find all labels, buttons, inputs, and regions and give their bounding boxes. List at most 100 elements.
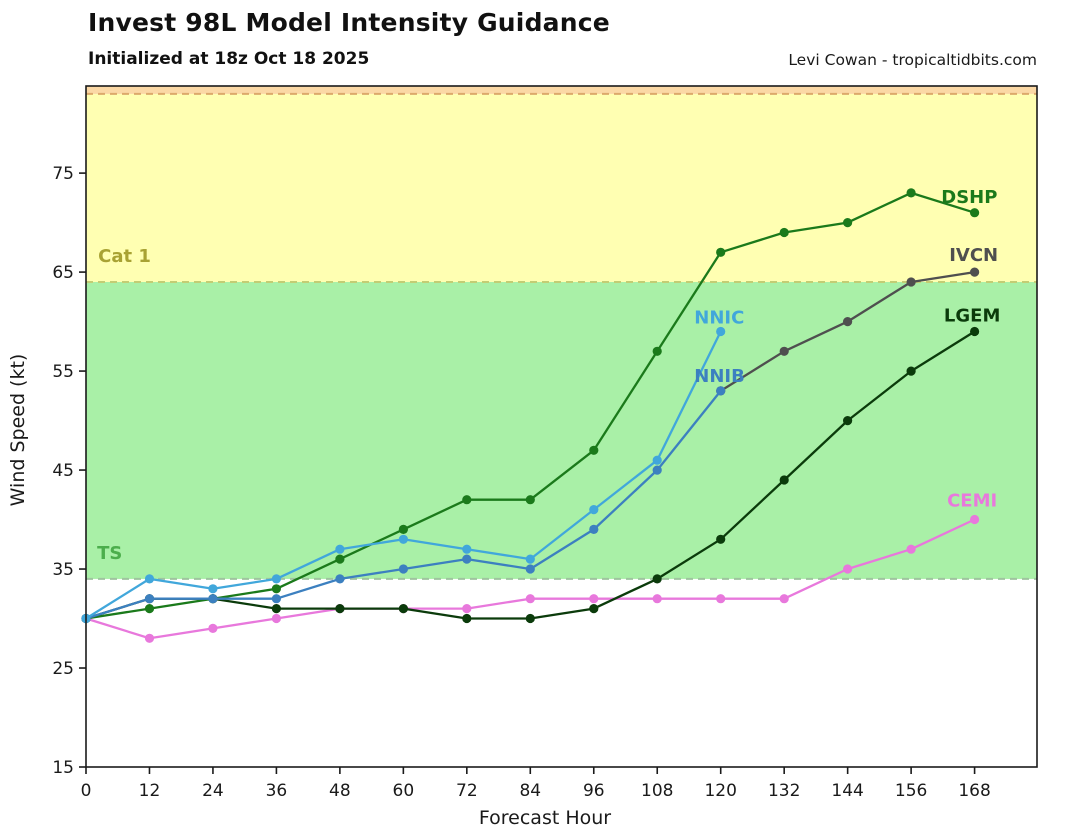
series-nnib-marker [462, 554, 472, 564]
y-tick-label: 45 [52, 461, 74, 481]
series-lgem-marker [906, 366, 916, 376]
series-lgem-marker [525, 613, 535, 624]
chart-label-cemi: CEMI [947, 491, 997, 512]
cat1-band [86, 93, 1037, 282]
y-axis-title: Wind Speed (kt) [7, 354, 29, 507]
series-cemi-marker [589, 594, 599, 604]
y-tick-label: 15 [52, 758, 74, 778]
series-dshp-marker [462, 495, 472, 505]
series-lgem-marker [462, 613, 472, 624]
series-cemi-marker [462, 604, 472, 614]
y-tick-label: 75 [52, 164, 74, 184]
series-cemi-marker [271, 613, 281, 624]
x-tick-label: 108 [641, 781, 673, 801]
chart-label-dshp: DSHP [941, 187, 997, 208]
chart-label-lgem: LGEM [944, 306, 1000, 327]
series-cemi-marker [525, 594, 535, 604]
series-cemi-marker [144, 633, 155, 643]
chart-label-nnic: NNIC [694, 308, 744, 329]
series-lgem-marker [970, 326, 980, 337]
chart-label-cat-1: Cat 1 [98, 246, 151, 267]
series-cemi-marker [779, 594, 789, 604]
page-title: Invest 98L Model Intensity Guidance [88, 8, 610, 37]
series-cemi-marker [716, 594, 726, 604]
series-nnic-marker [589, 505, 599, 515]
series-nnic-marker [208, 584, 218, 594]
series-nnic-marker [525, 554, 535, 564]
series-dshp-marker [398, 524, 408, 535]
plot-frame [85, 85, 1038, 768]
x-tick-label: 132 [768, 781, 800, 801]
series-dshp-marker [271, 584, 281, 594]
x-tick-label: 96 [583, 781, 605, 801]
series-nnib-marker [271, 594, 281, 604]
y-tick-label: 55 [52, 362, 74, 382]
series-lgem-marker [589, 604, 599, 614]
series-cemi-marker [970, 514, 980, 525]
x-tick-label: 12 [139, 781, 161, 801]
series-lgem-marker [398, 604, 408, 614]
series-dshp-marker [779, 227, 789, 238]
series-nnib-marker [525, 564, 535, 574]
x-tick-label: 24 [202, 781, 224, 801]
series-cemi-marker [652, 594, 662, 604]
credit-text: Levi Cowan - tropicaltidbits.com [788, 51, 1037, 69]
series-lgem-marker [716, 534, 726, 544]
series-lgem-marker [779, 475, 789, 485]
x-tick-label: 36 [266, 781, 288, 801]
x-tick-label: 144 [831, 781, 863, 801]
cat2-band [86, 86, 1037, 94]
chart-label-ivcn: IVCN [949, 245, 998, 266]
y-tick-label: 65 [52, 263, 74, 283]
series-nnib-marker [589, 524, 599, 535]
series-dshp-marker [589, 445, 599, 455]
series-dshp-marker [335, 554, 345, 564]
tropical-storm-band [86, 281, 1037, 579]
series-dshp-marker [843, 218, 853, 228]
x-tick-label: 72 [456, 781, 478, 801]
series-cemi-marker [906, 544, 916, 554]
chart-label-ts: TS [97, 543, 122, 564]
series-nnic-marker [144, 574, 155, 584]
series-lgem-marker [843, 416, 853, 426]
series-nnic-marker [652, 455, 662, 465]
series-nnic-marker [271, 574, 281, 584]
chart-label-nnib: NNIB [694, 366, 745, 387]
x-tick-label: 0 [81, 781, 92, 801]
x-axis-title: Forecast Hour [479, 807, 611, 829]
series-nnib-marker [208, 594, 218, 604]
series-ivcn-marker [906, 277, 916, 287]
series-cemi-marker [208, 623, 218, 634]
series-ivcn-marker [843, 317, 853, 327]
x-tick-label: 120 [704, 781, 736, 801]
y-tick-label: 25 [52, 659, 74, 679]
series-nnic-marker [335, 544, 345, 554]
series-lgem-marker [652, 574, 662, 584]
series-nnic-marker [462, 544, 472, 554]
x-tick-label: 168 [958, 781, 990, 801]
series-dshp-marker [906, 188, 916, 198]
x-tick-label: 156 [895, 781, 927, 801]
init-time-subtitle: Initialized at 18z Oct 18 2025 [88, 49, 370, 69]
series-lgem-marker [335, 604, 345, 614]
series-nnic-marker [716, 326, 726, 337]
series-dshp-marker [652, 346, 662, 356]
series-ivcn-marker [779, 346, 789, 356]
series-nnib-marker [335, 574, 345, 584]
series-nnib-marker [144, 594, 155, 604]
series-dshp-marker [970, 208, 980, 218]
series-nnib-marker [652, 465, 662, 475]
series-nnib-marker [716, 386, 726, 396]
x-tick-label: 48 [329, 781, 351, 801]
series-dshp-marker [525, 495, 535, 505]
series-dshp-marker [144, 604, 155, 614]
x-tick-label: 60 [393, 781, 415, 801]
series-ivcn-marker [970, 267, 980, 277]
series-lgem-marker [271, 604, 281, 614]
series-dshp-marker [716, 247, 726, 257]
series-nnic-marker [398, 534, 408, 544]
x-tick-label: 84 [519, 781, 541, 801]
series-cemi-marker [843, 564, 853, 574]
